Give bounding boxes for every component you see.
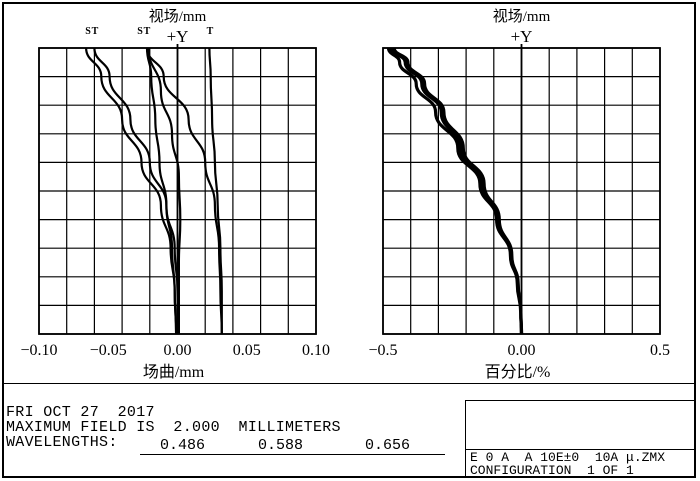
series-line: [392, 47, 524, 335]
y-axis-title: 视场/mm: [493, 8, 551, 25]
max-field-text: MAXIMUM FIELD IS 2.000 MILLIMETERS: [6, 419, 341, 436]
series-marker-label: T: [92, 26, 99, 37]
info-box-mid-border: [465, 449, 696, 450]
x-tick-label: 0.00: [164, 342, 192, 359]
wavelength-underline: [140, 454, 445, 455]
x-tick-label: −0.10: [20, 342, 57, 359]
info-divider: [2, 383, 696, 384]
wavelength-1: 0.486: [160, 437, 206, 454]
series-line: [145, 47, 223, 335]
series-marker-label: S: [137, 26, 143, 37]
plus-y-label: +Y: [167, 27, 189, 46]
distortion-chart: −0.5 0.00 0.5 视场/mm +Y 百分比/%: [368, 8, 670, 381]
x-tick-label: 0.5: [650, 342, 670, 359]
series-marker-label: S: [85, 26, 91, 37]
date-text: FRI OCT 27 2017: [6, 404, 155, 421]
x-axis-title: 场曲/mm: [143, 363, 205, 381]
wavelength-3: 0.656: [365, 437, 411, 454]
x-tick-label: −0.5: [368, 342, 397, 359]
x-axis-title: 百分比/%: [485, 363, 551, 381]
series-line: [208, 47, 223, 334]
series-line: [145, 47, 178, 335]
configuration-text: CONFIGURATION 1 OF 1: [470, 463, 634, 478]
plus-y-label: +Y: [511, 27, 533, 46]
wavelengths-label: WAVELENGTHS:: [6, 434, 118, 451]
info-box-top-border: [465, 400, 696, 401]
wavelength-2: 0.588: [258, 437, 304, 454]
file-name-text: E 0 A A 10E±0 10A μ.ZMX: [470, 450, 666, 465]
series-line: [147, 47, 182, 334]
x-tick-label: 0.10: [302, 342, 330, 359]
series-line: [93, 47, 180, 335]
x-tick-label: 0.05: [233, 342, 261, 359]
info-box-divider: [465, 400, 466, 478]
series-marker-label: T: [144, 26, 151, 37]
y-axis-title: 视场/mm: [149, 8, 207, 25]
series-marker-label: T: [207, 26, 214, 37]
x-tick-label: 0.00: [508, 342, 536, 359]
x-tick-label: −0.05: [90, 342, 127, 359]
